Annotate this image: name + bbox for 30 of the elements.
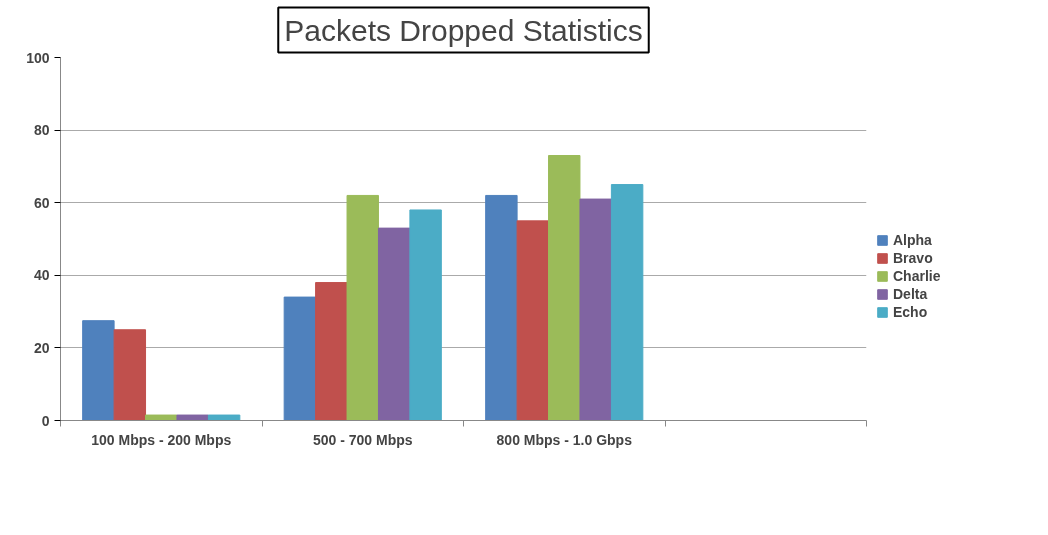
bar	[610, 184, 644, 421]
legend-label: Bravo	[893, 250, 933, 266]
bar	[409, 209, 442, 421]
legend-label: Charlie	[893, 268, 941, 284]
legend-label: Alpha	[893, 232, 932, 248]
chart-title: Packets Dropped Statistics	[284, 13, 643, 47]
bar	[346, 194, 379, 421]
bar	[207, 414, 241, 421]
y-tick-label: 20	[33, 339, 50, 356]
bar	[579, 198, 612, 421]
y-tick-label: 60	[33, 194, 50, 211]
y-tick-label: 0	[41, 412, 50, 429]
bar	[113, 329, 147, 421]
bar	[377, 227, 411, 421]
bar	[548, 155, 581, 421]
bar	[283, 296, 317, 421]
legend-label: Echo	[893, 304, 928, 320]
y-tick-label: 40	[33, 267, 50, 284]
legend-label: Delta	[893, 286, 928, 302]
bar	[516, 220, 550, 421]
bar	[176, 414, 209, 421]
bar	[485, 194, 518, 421]
bar	[315, 282, 348, 421]
x-tick-label: 500 - 700 Mbps	[312, 431, 413, 448]
y-tick-label: 80	[33, 122, 50, 139]
x-tick-label: 100 Mbps - 200 Mbps	[91, 431, 232, 448]
x-tick-label: 800 Mbps - 1.0 Gbps	[496, 431, 633, 448]
bar	[145, 414, 178, 421]
y-tick-label: 100	[26, 49, 50, 66]
bar	[82, 320, 115, 421]
